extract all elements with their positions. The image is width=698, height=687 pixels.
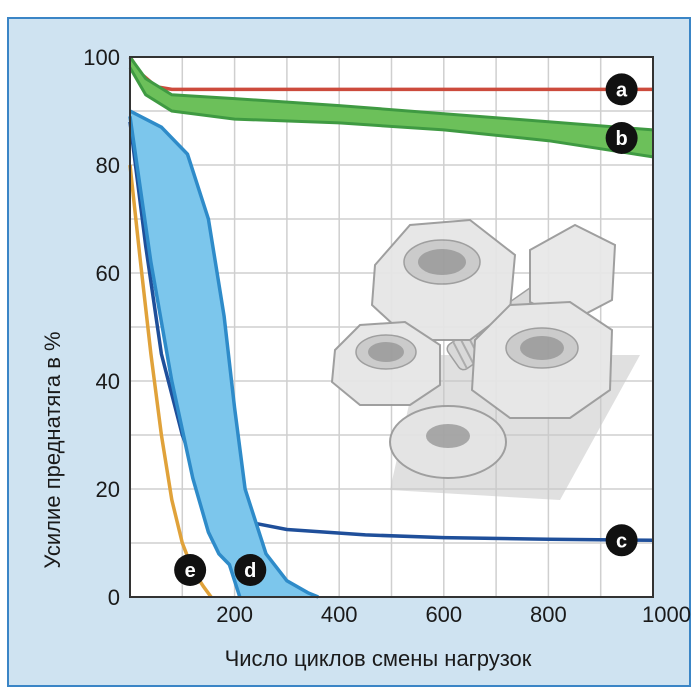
x-tick-label: 200 <box>216 602 253 627</box>
plot-border <box>129 56 654 598</box>
nuts-and-bolt-icon <box>330 218 640 500</box>
x-tick-label: 400 <box>321 602 358 627</box>
series-d-left-line <box>128 116 242 598</box>
marker-d-badge <box>234 554 267 586</box>
marker-a-badge <box>605 73 638 106</box>
series-markers: a b c e d <box>174 73 638 586</box>
marker-c-label: c <box>616 530 627 552</box>
tick-labels: 200 400 600 800 1000 0 20 40 60 80 100 <box>83 45 691 627</box>
marker-e-label: e <box>185 560 196 582</box>
y-tick-label: 20 <box>96 477 120 502</box>
marker-e-badge <box>174 554 207 586</box>
y-axis-title: Усилие преднатяга в % <box>40 331 65 568</box>
marker-c-badge <box>605 524 638 557</box>
series-d-right-line <box>129 109 319 599</box>
marker-d-label: d <box>244 560 256 582</box>
y-tick-label: 0 <box>108 585 120 610</box>
x-tick-label: 600 <box>425 602 462 627</box>
y-tick-label: 60 <box>96 261 120 286</box>
series-b-upper-line <box>128 56 654 132</box>
x-tick-label: 1000 <box>642 602 691 627</box>
x-axis-title: Число циклов смены нагрузок <box>225 646 532 671</box>
y-tick-label: 80 <box>96 153 120 178</box>
marker-b-label: b <box>616 128 628 150</box>
y-tick-label: 100 <box>83 45 120 70</box>
marker-a-label: a <box>616 79 628 101</box>
x-tick-label: 800 <box>530 602 567 627</box>
series-b-band <box>130 57 653 157</box>
series-d-band <box>130 111 319 597</box>
y-tick-label: 40 <box>96 369 120 394</box>
series-b-lower-line <box>128 67 654 159</box>
marker-b-badge <box>605 122 638 154</box>
